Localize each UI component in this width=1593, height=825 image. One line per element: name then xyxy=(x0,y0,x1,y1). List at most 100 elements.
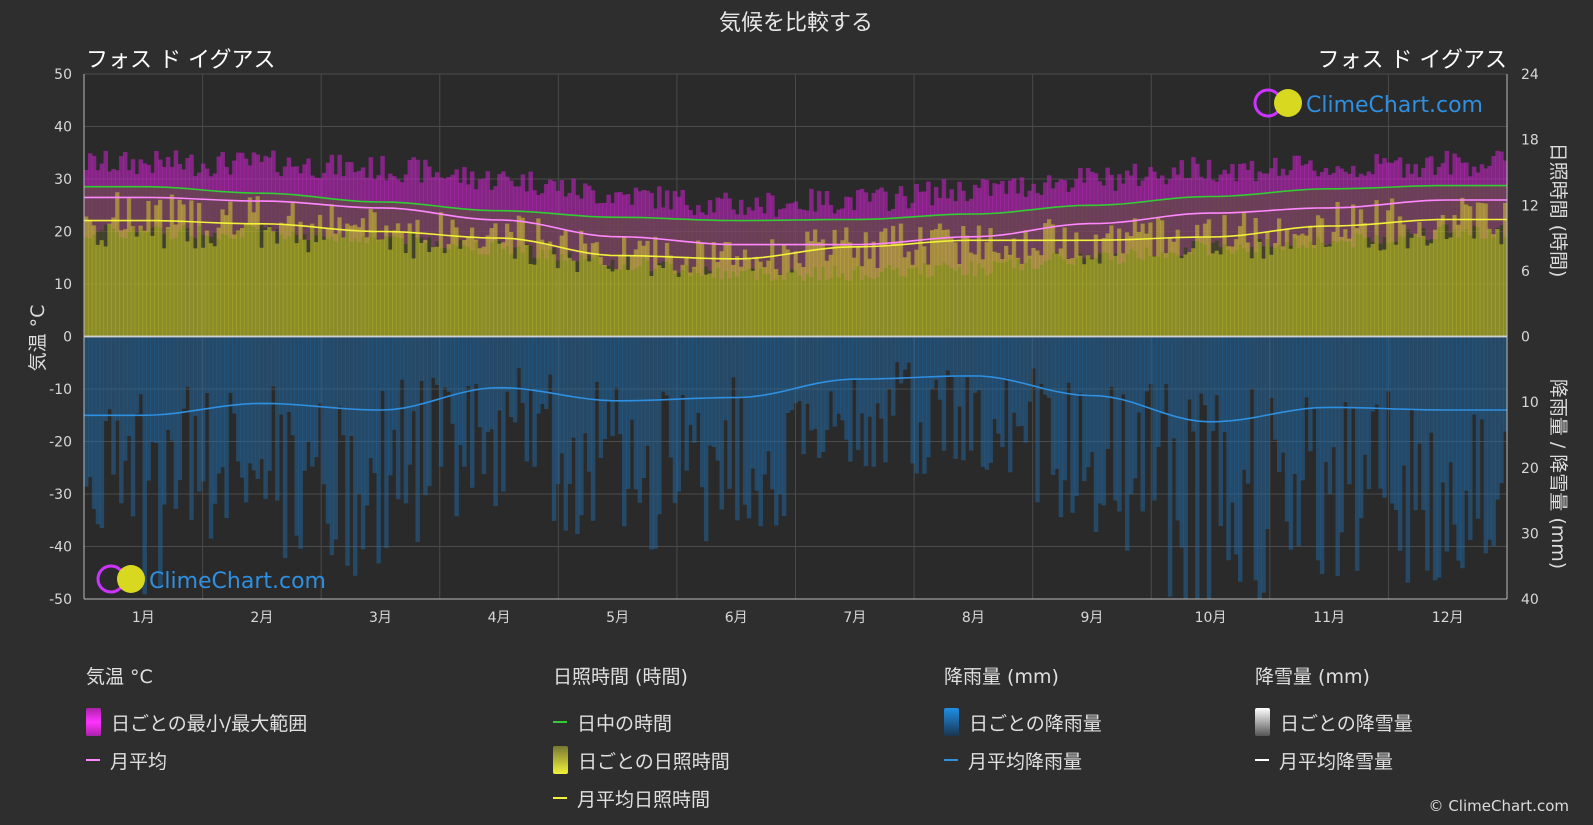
sunshine-gap-bar xyxy=(1417,186,1422,223)
sunshine-bar xyxy=(446,244,452,337)
rain-bar xyxy=(239,336,245,478)
sunshine-gap-bar xyxy=(278,193,284,223)
sunshine-bar xyxy=(403,253,409,337)
rain-bar xyxy=(602,336,608,440)
rain-bar xyxy=(598,336,604,459)
sunshine-bar xyxy=(844,227,849,337)
legend-label: 月平均降雪量 xyxy=(1279,750,1394,773)
rain-bar xyxy=(887,336,892,390)
legend-item-sunshine-avg: 月平均日照時間 xyxy=(553,779,730,817)
sunshine-bar xyxy=(138,225,144,337)
sunshine-bar xyxy=(1222,215,1227,337)
sunshine-avg-swatch xyxy=(553,797,567,799)
sunshine-gap-bar xyxy=(1335,188,1340,202)
sunshine-bar xyxy=(372,212,377,337)
sunshine-bar xyxy=(1210,253,1216,337)
sunshine-gap-bar xyxy=(329,198,335,205)
sunshine-gap-bar xyxy=(750,220,756,271)
rain-bar xyxy=(446,336,452,392)
sunshine-swatch xyxy=(553,746,568,774)
rain-bar xyxy=(910,336,916,464)
rain-bar xyxy=(337,336,342,407)
sunshine-gap-bar xyxy=(883,218,888,229)
sunshine-gap-bar xyxy=(859,219,865,267)
sunshine-bar xyxy=(259,247,264,337)
sunshine-gap-bar xyxy=(891,218,896,226)
sunshine-gap-bar xyxy=(1312,189,1317,246)
sunshine-gap-bar xyxy=(614,217,619,270)
rain-bar xyxy=(871,336,877,467)
rain-bar xyxy=(1023,336,1029,443)
sunshine-bar xyxy=(789,272,795,337)
sunshine-gap-bar xyxy=(692,219,697,267)
sunshine-bar xyxy=(1421,235,1426,337)
rain-bar xyxy=(1292,336,1298,475)
sunshine-bar xyxy=(91,225,97,337)
snow-avg-swatch xyxy=(1255,759,1269,761)
rain-bar xyxy=(115,336,120,421)
sunshine-bar xyxy=(781,244,787,337)
temp-range-bar xyxy=(380,155,385,240)
sunshine-gap-bar xyxy=(1237,195,1243,227)
sunshine-gap-bar xyxy=(715,220,721,262)
sunshine-gap-bar xyxy=(789,220,795,273)
sunshine-gap-bar xyxy=(1019,211,1025,264)
rain-bar xyxy=(1366,336,1372,490)
rain-bar xyxy=(1007,336,1013,473)
sunshine-gap-bar xyxy=(275,193,280,244)
sunshine-bar xyxy=(965,235,970,337)
brand-logo-top[interactable]: ClimeChart.com xyxy=(1253,88,1483,118)
sunshine-bar xyxy=(579,230,584,337)
sunshine-bar xyxy=(750,270,756,337)
sunshine-bar xyxy=(197,203,202,337)
rain-bar xyxy=(1245,336,1251,484)
legend-item-daylight: 日中の時間 xyxy=(553,703,730,741)
legend-rain-header: 降雨量 (mm) xyxy=(944,666,1059,688)
sunshine-bar xyxy=(547,241,553,337)
brand-logo-bottom[interactable]: ClimeChart.com xyxy=(96,564,326,594)
copyright-text[interactable]: © ClimeChart.com xyxy=(1428,797,1569,815)
rain-bar xyxy=(1253,336,1259,581)
sunshine-gap-bar xyxy=(177,187,183,200)
sunshine-gap-bar xyxy=(181,188,186,205)
sunshine-gap-bar xyxy=(134,186,140,237)
rain-bar xyxy=(1464,336,1469,491)
rain-bar xyxy=(1171,336,1177,439)
sunshine-gap-bar xyxy=(251,193,257,213)
sunshine-bar xyxy=(1163,253,1169,337)
sunshine-gap-bar xyxy=(590,216,596,244)
rain-bar xyxy=(466,336,471,387)
sunshine-gap-bar xyxy=(271,193,276,232)
sunshine-bar xyxy=(766,260,771,337)
sunshine-bar xyxy=(1409,237,1415,337)
sunshine-gap-bar xyxy=(173,187,179,225)
rain-bar xyxy=(696,336,701,414)
rain-bar xyxy=(1456,336,1461,561)
sunshine-bar xyxy=(325,228,331,337)
sunshine-gap-bar xyxy=(1004,212,1009,246)
sunshine-bar xyxy=(871,241,877,337)
sunshine-bar xyxy=(1097,263,1103,337)
sunshine-bar xyxy=(1128,236,1134,337)
rain-bar xyxy=(442,336,448,388)
rain-bar xyxy=(493,336,498,507)
sunshine-gap-bar xyxy=(473,209,479,240)
sunshine-gap-bar xyxy=(844,219,849,228)
sunshine-bar xyxy=(746,258,752,337)
sunshine-gap-bar xyxy=(902,217,908,258)
sunshine-gap-bar xyxy=(376,201,381,240)
rain-bar xyxy=(1230,336,1235,503)
sunshine-bar xyxy=(1323,246,1329,337)
rain-bar xyxy=(820,336,826,452)
sunshine-gap-bar xyxy=(1230,195,1235,247)
legend-label: 月平均 xyxy=(110,750,168,773)
rain-bar xyxy=(793,336,799,404)
sunshine-bar xyxy=(809,241,814,337)
sunshine-gap-bar xyxy=(1425,185,1430,246)
sunshine-gap-bar xyxy=(1167,199,1173,238)
sunshine-bar xyxy=(263,229,268,337)
rain-bar xyxy=(122,336,128,461)
sunshine-gap-bar xyxy=(1226,196,1231,247)
y-left-tick-label: 30 xyxy=(54,172,72,188)
sunshine-bar xyxy=(1004,245,1009,337)
